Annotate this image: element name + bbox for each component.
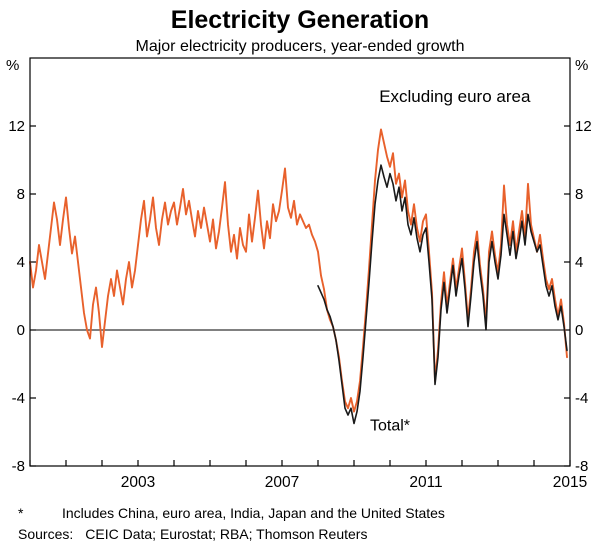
y-tick-label-left: 12	[8, 118, 25, 135]
chart-header: Electricity Generation Major electricity…	[0, 0, 600, 56]
series-total	[317, 164, 568, 425]
footnote-row: * Includes China, euro area, India, Japa…	[18, 503, 582, 524]
y-axis-unit-left: %	[6, 57, 19, 74]
footnote-text: Includes China, euro area, India, Japan …	[62, 505, 445, 521]
sources-label: Sources:	[18, 526, 74, 542]
y-tick-label-right: -8	[575, 458, 588, 475]
y-tick-label-right: 0	[575, 322, 583, 339]
page-subtitle: Major electricity producers, year-ended …	[135, 38, 465, 55]
x-tick-label: 2007	[265, 474, 299, 491]
annotation-total: Total*	[370, 417, 410, 434]
y-tick-label-right: 8	[575, 186, 583, 203]
y-tick-label-right: -4	[575, 390, 588, 407]
y-tick-label-left: -8	[12, 458, 25, 475]
series-excluding-euro-area	[29, 128, 568, 413]
page-title: Electricity Generation	[170, 6, 430, 34]
plot-border	[29, 57, 571, 467]
x-tick-label: 2011	[409, 474, 442, 491]
y-tick-label-right: 4	[575, 254, 583, 271]
chart-svg: -8 -8 -4 -4 0 0 4 4 8 8 12 12% % 2003 2007 2011 2015 Excl…	[6, 57, 592, 491]
annotation-excluding-euro-area: Excluding euro area	[379, 87, 531, 106]
sources-text: CEIC Data; Eurostat; RBA; Thomson Reuter…	[85, 526, 368, 542]
y-axis-unit-right: %	[575, 57, 588, 74]
y-tick-label-left: -4	[12, 390, 25, 407]
y-tick-label-left: 4	[17, 254, 25, 271]
y-tick-label-right: 12	[575, 118, 592, 135]
chart-footnotes: * Includes China, euro area, India, Japa…	[0, 500, 600, 545]
footnote-asterisk: *	[18, 505, 24, 521]
x-tick-label: 2003	[121, 474, 155, 491]
sources-row: Sources: CEIC Data; Eurostat; RBA; Thoms…	[18, 524, 582, 545]
y-tick-label-left: 8	[17, 186, 25, 203]
x-tick-label: 2015	[553, 474, 587, 491]
y-tick-label-left: 0	[17, 322, 25, 339]
